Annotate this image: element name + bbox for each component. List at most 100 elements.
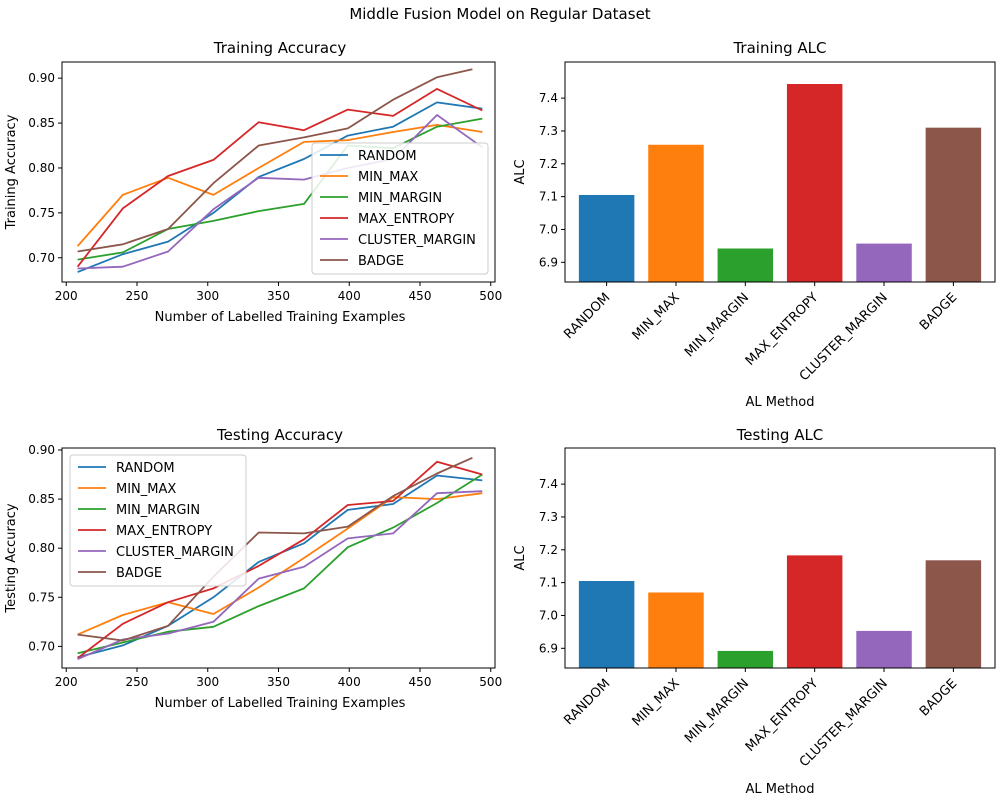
legend-label: CLUSTER_MARGIN bbox=[358, 233, 476, 248]
x-tick-label: MIN_MARGIN bbox=[682, 676, 752, 746]
legend: RANDOM MIN_MAX MIN_MARGIN MAX_ENTROPY CLUSTE… bbox=[69, 454, 247, 587]
series-line-cluster-margin bbox=[77, 114, 483, 270]
series-line-random bbox=[77, 101, 483, 273]
y-tick-label: 6.9 bbox=[539, 641, 558, 655]
legend-frame bbox=[69, 454, 247, 587]
x-tick-label: 300 bbox=[196, 289, 219, 303]
y-tick-label: 0.75 bbox=[28, 590, 55, 604]
series-line-badge bbox=[77, 456, 473, 642]
x-tick-label: BADGE bbox=[917, 290, 960, 333]
bar-cluster-margin bbox=[856, 243, 912, 282]
legend-label: MIN_MAX bbox=[358, 170, 418, 185]
x-tick-label: 200 bbox=[55, 675, 78, 689]
x-axis-label: Number of Labelled Training Examples bbox=[155, 696, 406, 711]
panel-title: Training ALC bbox=[732, 39, 826, 57]
legend-label: MIN_MAX bbox=[116, 482, 176, 497]
legend-label: CLUSTER_MARGIN bbox=[116, 545, 234, 560]
axes-frame bbox=[564, 447, 996, 669]
axes-frame bbox=[61, 447, 496, 669]
y-tick-label: 0.70 bbox=[28, 639, 55, 653]
x-tick-label: 250 bbox=[126, 675, 149, 689]
x-tick-label: 350 bbox=[267, 289, 290, 303]
legend-label: MAX_ENTROPY bbox=[116, 524, 212, 539]
legend-label: MAX_ENTROPY bbox=[358, 212, 454, 227]
y-tick-label: 6.9 bbox=[539, 255, 558, 269]
y-tick-label: 7.0 bbox=[539, 608, 558, 622]
figure-title: Middle Fusion Model on Regular Dataset bbox=[349, 5, 650, 23]
legend: RANDOM MIN_MAX MIN_MARGIN MAX_ENTROPY CLUSTE… bbox=[311, 142, 489, 275]
x-tick-label: 350 bbox=[267, 675, 290, 689]
y-axis-label: Testing Accuracy bbox=[4, 503, 19, 613]
x-tick-label: 450 bbox=[409, 675, 432, 689]
axes-frame bbox=[61, 61, 496, 283]
x-tick-label: 500 bbox=[479, 289, 502, 303]
bar-badge bbox=[925, 560, 982, 668]
y-tick-label: 7.4 bbox=[539, 91, 558, 105]
bar-cluster-margin bbox=[856, 630, 912, 668]
bar-min-margin bbox=[717, 248, 774, 282]
panel-title: Training Accuracy bbox=[213, 39, 347, 57]
series-line-max-entropy bbox=[77, 460, 483, 659]
y-axis-label: ALC bbox=[513, 545, 528, 570]
y-tick-label: 7.1 bbox=[539, 576, 558, 590]
series-line-max-entropy bbox=[76, 88, 483, 268]
x-tick-label: RANDOM bbox=[561, 290, 613, 342]
x-tick-label: 300 bbox=[196, 675, 219, 689]
legend-frame bbox=[311, 142, 489, 275]
x-tick-label: 500 bbox=[479, 675, 502, 689]
x-tick-label: 400 bbox=[338, 675, 361, 689]
y-tick-label: 7.2 bbox=[539, 157, 558, 171]
x-tick-label: MIN_MAX bbox=[630, 290, 683, 343]
y-axis-label: Training Accuracy bbox=[4, 114, 19, 230]
axes-frame bbox=[564, 61, 996, 283]
x-tick-label: MAX_ENTROPY bbox=[743, 290, 822, 369]
series-line-cluster-margin bbox=[77, 490, 483, 661]
x-tick-label: MIN_MARGIN bbox=[682, 290, 752, 360]
series-line-badge bbox=[77, 68, 473, 253]
legend-label: MIN_MARGIN bbox=[116, 503, 200, 518]
y-tick-label: 7.3 bbox=[539, 510, 558, 524]
plot-area: 6.9 7.0 7.1 7.2 7.3 7.4 RANDOM MIN_MAX MIN_MARGI… bbox=[539, 447, 996, 770]
bar-badge bbox=[925, 127, 982, 283]
bar-random bbox=[578, 580, 635, 668]
panel-training-accuracy: Training Accuracy Number of Labelled Tra… bbox=[4, 39, 502, 325]
x-axis-label: AL Method bbox=[745, 782, 814, 797]
legend-label: RANDOM bbox=[358, 149, 417, 164]
x-tick-label: 250 bbox=[126, 289, 149, 303]
panel-testing-accuracy: Testing Accuracy Number of Labelled Trai… bbox=[4, 426, 502, 711]
y-tick-label: 0.80 bbox=[28, 161, 55, 175]
panel-title: Testing Accuracy bbox=[216, 426, 343, 444]
plot-area: 6.9 7.0 7.1 7.2 7.3 7.4 RANDOM MIN_MAX MIN_MARGI… bbox=[539, 61, 996, 384]
plot-area: 0.70 0.75 0.80 0.85 0.90 200 250 300 350 400 450 50… bbox=[28, 61, 502, 303]
legend-label: BADGE bbox=[116, 566, 162, 581]
y-axis-label: ALC bbox=[513, 159, 528, 184]
x-tick-label: BADGE bbox=[917, 676, 960, 719]
panel-title: Testing ALC bbox=[736, 426, 824, 444]
y-tick-label: 7.2 bbox=[539, 543, 558, 557]
bar-max-entropy bbox=[786, 555, 843, 668]
bar-min-max bbox=[648, 592, 704, 668]
x-tick-label: RANDOM bbox=[561, 676, 613, 728]
y-tick-label: 0.75 bbox=[28, 206, 55, 220]
x-tick-label: MIN_MAX bbox=[630, 676, 683, 729]
y-tick-label: 0.85 bbox=[28, 492, 55, 506]
x-axis-label: AL Method bbox=[745, 395, 814, 410]
y-tick-label: 7.0 bbox=[539, 222, 558, 236]
bar-min-margin bbox=[717, 650, 774, 668]
legend-label: RANDOM bbox=[116, 461, 175, 476]
y-tick-label: 7.4 bbox=[539, 477, 558, 491]
plot-area: 0.70 0.75 0.80 0.85 0.90 200 250 300 350 400 450 50… bbox=[28, 443, 502, 689]
x-tick-label: 400 bbox=[338, 289, 361, 303]
bar-random bbox=[578, 194, 635, 282]
y-tick-label: 0.85 bbox=[28, 116, 55, 130]
panel-training-alc: Training ALC AL Method ALC 6.9 7.0 7.1 7.2 7… bbox=[513, 39, 996, 410]
y-tick-label: 7.1 bbox=[539, 190, 558, 204]
series-line-min-max bbox=[76, 124, 483, 247]
x-tick-label: 450 bbox=[409, 289, 432, 303]
y-tick-label: 0.70 bbox=[28, 251, 55, 265]
legend-label: MIN_MARGIN bbox=[358, 191, 442, 206]
y-tick-label: 0.90 bbox=[28, 443, 55, 457]
legend-label: BADGE bbox=[358, 254, 404, 269]
panel-testing-alc: Testing ALC AL Method ALC 6.9 7.0 7.1 7.2 7.… bbox=[513, 426, 996, 797]
